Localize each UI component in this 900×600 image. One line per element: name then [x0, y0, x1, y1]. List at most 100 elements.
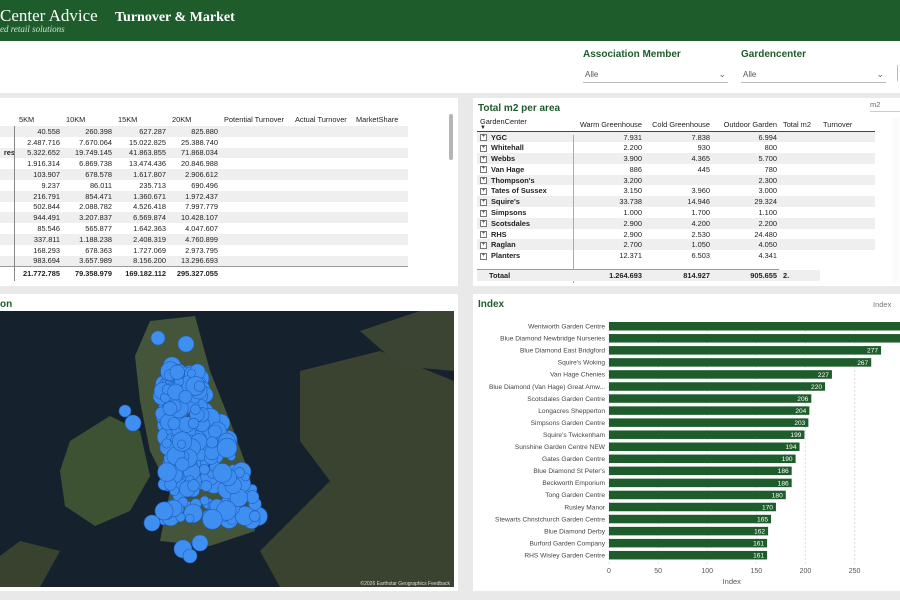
location-marker[interactable]: [217, 437, 238, 459]
table-row[interactable]: 168.293 678.363 1.727.069 2.973.795: [0, 245, 408, 256]
bar[interactable]: [609, 334, 900, 343]
bar[interactable]: [609, 418, 809, 427]
table-row[interactable]: + RHS 2.900 2.530 24.480: [477, 229, 875, 240]
expand-icon[interactable]: +: [480, 209, 487, 217]
location-marker[interactable]: [175, 457, 190, 472]
table-row[interactable]: 216.791 854.471 1.360.671 1.972.437: [0, 190, 408, 202]
location-marker[interactable]: [157, 462, 177, 482]
column-header[interactable]: 20KM: [172, 114, 192, 124]
association-member-select[interactable]: Alle ⌄: [583, 67, 728, 83]
location-marker[interactable]: [124, 414, 142, 432]
expand-icon[interactable]: +: [480, 155, 487, 163]
location-marker[interactable]: [249, 510, 261, 522]
table-row[interactable]: 2.487.716 7.670.064 15.022.825 25.388.740: [0, 137, 408, 148]
table-row[interactable]: + Thompson's 3.200 2.300: [477, 174, 875, 186]
location-marker[interactable]: [206, 436, 219, 449]
location-marker[interactable]: [177, 335, 195, 353]
column-header[interactable]: 10KM: [66, 114, 86, 124]
table-row[interactable]: + Scotsdales 2.900 4.200 2.200: [477, 217, 875, 229]
table-row[interactable]: res 5.322.652 19.749.145 41.863.855 71.868.0…: [0, 147, 408, 159]
measure-dropdown[interactable]: m2: [870, 100, 900, 112]
table-row[interactable]: 85.546 565.877 1.642.363 4.047.607: [0, 223, 408, 234]
expand-icon[interactable]: +: [480, 241, 487, 249]
table-row[interactable]: + Van Hage 886 445 780: [477, 164, 875, 175]
bar[interactable]: [609, 478, 792, 488]
table-row[interactable]: + Simpsons 1.000 1.700 1.100: [477, 207, 875, 218]
table-row[interactable]: 40.558 260.398 627.287 825.880: [0, 126, 408, 137]
vertical-scrollbar[interactable]: [449, 114, 453, 160]
bar[interactable]: [609, 346, 882, 355]
table-row[interactable]: + YGC 7.931 7.838 6.994: [477, 131, 875, 143]
location-marker[interactable]: [154, 501, 174, 521]
expand-icon[interactable]: +: [480, 231, 487, 239]
column-header[interactable]: 5KM: [19, 114, 35, 124]
expand-icon[interactable]: +: [480, 220, 487, 228]
expand-icon[interactable]: +: [480, 177, 487, 185]
location-marker[interactable]: [150, 330, 166, 346]
bar[interactable]: [609, 466, 792, 476]
expand-icon[interactable]: +: [480, 252, 487, 260]
location-marker[interactable]: [167, 417, 181, 430]
location-marker[interactable]: [190, 404, 201, 415]
location-marker[interactable]: [187, 479, 200, 492]
column-header[interactable]: Total m2: [780, 117, 820, 132]
column-header[interactable]: Cold Greenhouse: [645, 117, 713, 132]
location-marker[interactable]: [177, 439, 187, 449]
location-marker[interactable]: [182, 548, 198, 564]
bar[interactable]: [609, 502, 776, 512]
location-marker[interactable]: [169, 364, 185, 380]
bar[interactable]: [609, 370, 832, 379]
location-marker[interactable]: [202, 509, 223, 530]
location-marker[interactable]: [191, 534, 209, 552]
expand-icon[interactable]: +: [480, 187, 487, 195]
column-header[interactable]: Turnover: [820, 117, 875, 132]
location-marker[interactable]: [118, 404, 132, 418]
column-header-gardencenter[interactable]: GardenCenter ▼: [477, 117, 575, 132]
location-marker[interactable]: [178, 390, 193, 404]
column-header[interactable]: Actual Turnover: [295, 114, 347, 124]
location-markers[interactable]: [118, 330, 268, 564]
location-marker[interactable]: [245, 490, 260, 504]
location-marker[interactable]: [200, 480, 212, 492]
table-row[interactable]: 103.907 678.578 1.617.807 2.906.612: [0, 169, 408, 180]
column-header[interactable]: Outdoor Garden: [713, 117, 780, 132]
location-marker[interactable]: [161, 438, 172, 449]
table-row[interactable]: 944.491 3.207.837 6.569.874 10.428.107: [0, 212, 408, 224]
bar[interactable]: [609, 538, 768, 548]
bar[interactable]: [609, 490, 786, 500]
map-attribution[interactable]: ©2026 Earthstar Geographics Feedback: [360, 581, 450, 587]
bar[interactable]: [609, 454, 796, 464]
table-row[interactable]: + Webbs 3.900 4.365 5.700: [477, 153, 875, 164]
table-row[interactable]: + Planters 12.371 6.503 4.341: [477, 250, 875, 261]
table-row[interactable]: + Tates of Sussex 3.150 3.960 3.000: [477, 185, 875, 196]
table-row[interactable]: 983.694 3.657.989 8.156.200 13.296.693: [0, 255, 408, 267]
table-row[interactable]: + Squire's 33.738 14.946 29.324: [477, 196, 875, 208]
bar[interactable]: [609, 526, 769, 536]
column-header[interactable]: MarketShare: [356, 114, 399, 124]
table-row[interactable]: + Whitehall 2.200 930 800: [477, 142, 875, 153]
bar[interactable]: [609, 550, 768, 560]
column-header[interactable]: Potential Turnover: [224, 114, 284, 124]
bar[interactable]: [609, 430, 805, 439]
location-marker[interactable]: [186, 368, 196, 378]
table-row[interactable]: 9.237 86.011 235.713 690.496: [0, 180, 408, 191]
expand-icon[interactable]: +: [480, 198, 487, 206]
column-header[interactable]: 15KM: [118, 114, 138, 124]
bar[interactable]: [609, 442, 800, 452]
expand-icon[interactable]: +: [480, 144, 487, 152]
table-row[interactable]: + Raglan 2.700 1.050 4.050: [477, 239, 875, 251]
bar[interactable]: [609, 406, 810, 415]
table-row[interactable]: 337.811 1.188.238 2.408.319 4.760.899: [0, 233, 408, 245]
bar[interactable]: [609, 382, 826, 391]
location-marker[interactable]: [162, 401, 178, 416]
bar[interactable]: [609, 514, 772, 524]
location-marker[interactable]: [208, 424, 222, 439]
location-marker[interactable]: [185, 513, 195, 524]
map-canvas[interactable]: [0, 311, 454, 587]
location-marker[interactable]: [212, 463, 233, 483]
location-marker[interactable]: [143, 514, 161, 532]
gardencenter-select[interactable]: Alle ⌄: [741, 67, 886, 83]
bar[interactable]: [609, 322, 900, 331]
location-marker[interactable]: [194, 380, 206, 392]
table-row[interactable]: 1.916.314 6.869.738 13.474.436 20.846.988: [0, 158, 408, 169]
